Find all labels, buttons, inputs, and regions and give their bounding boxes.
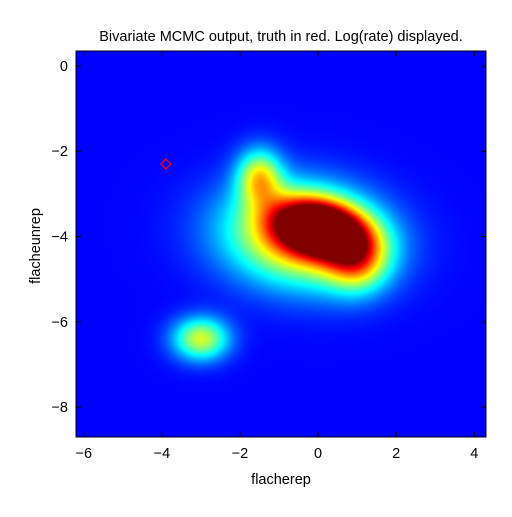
x-tick-label: −6 bbox=[76, 446, 93, 462]
y-tick-label: −4 bbox=[51, 230, 68, 246]
y-tick-label: −8 bbox=[51, 400, 68, 416]
y-tick-label: 0 bbox=[60, 59, 68, 75]
x-tick-label: 2 bbox=[392, 446, 400, 462]
y-tick-label: −6 bbox=[51, 315, 68, 331]
truth-marker bbox=[159, 158, 172, 170]
y-tick-label: −2 bbox=[51, 144, 68, 160]
chart-title: Bivariate MCMC output, truth in red. Log… bbox=[99, 29, 462, 45]
plot-frame bbox=[75, 50, 487, 438]
y-axis-label: flacheunrep bbox=[28, 208, 44, 284]
y-axis: 0 −2 −4 −6 −8 bbox=[51, 59, 486, 416]
x-tick-label: 4 bbox=[470, 446, 478, 462]
x-tick-label: −4 bbox=[154, 446, 171, 462]
x-axis-label: flacherep bbox=[251, 472, 311, 488]
x-axis: −6 −4 −2 0 2 4 bbox=[76, 51, 478, 462]
x-tick-label: −2 bbox=[232, 446, 249, 462]
plot-area bbox=[75, 50, 487, 438]
heatmap-image bbox=[76, 51, 486, 437]
x-tick-label: 0 bbox=[314, 446, 322, 462]
